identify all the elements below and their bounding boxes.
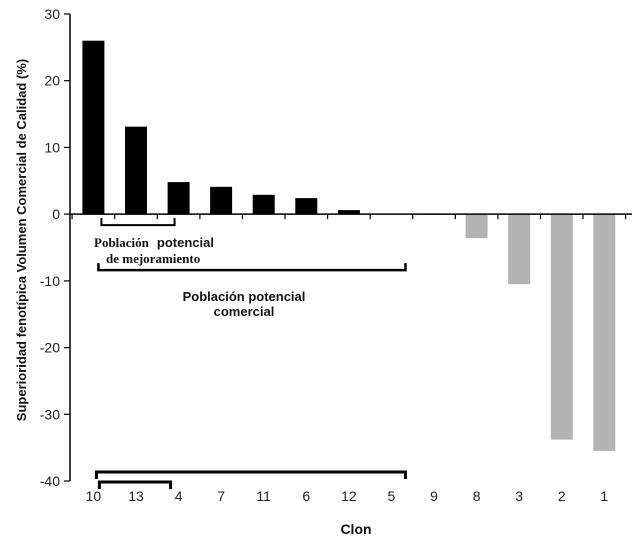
x-tick-label: 6 bbox=[302, 488, 310, 504]
x-tick-label: 13 bbox=[128, 488, 144, 504]
bar-clon-3 bbox=[508, 214, 531, 285]
x-tick-label: 1 bbox=[600, 488, 608, 504]
x-tick-label: 7 bbox=[217, 488, 225, 504]
y-tick-label: -10 bbox=[40, 273, 60, 289]
annotation-breeding-line1: Población potencial bbox=[94, 234, 214, 251]
y-tick-label: -20 bbox=[40, 340, 60, 356]
y-tick-label: 10 bbox=[44, 139, 60, 155]
x-tick-label: 2 bbox=[558, 488, 566, 504]
y-tick-label: 30 bbox=[44, 6, 60, 22]
bar-clon-8 bbox=[465, 214, 488, 239]
x-tick-label: 5 bbox=[388, 488, 396, 504]
bar-clon-10 bbox=[82, 40, 105, 215]
annotation-breeding-line2: de mejoramiento bbox=[106, 251, 200, 266]
x-tick-labels-group: 10 13 4 7 11 6 12 5 9 8 3 2 1 bbox=[86, 488, 609, 504]
y-axis-title: Superioridad fenotípica Volumen Comercia… bbox=[14, 59, 29, 421]
bracket-breeding-upper bbox=[100, 218, 176, 227]
annotation-commercial-line1: Población potencial bbox=[183, 289, 306, 304]
bar-clon-12 bbox=[337, 210, 360, 215]
bracket-breeding-lower bbox=[97, 480, 173, 489]
bar-clon-2 bbox=[550, 214, 573, 440]
y-tick-label: 20 bbox=[44, 73, 60, 89]
bar-clon-6 bbox=[295, 198, 318, 215]
y-tick-label: 0 bbox=[52, 206, 60, 222]
x-ticks-group bbox=[71, 214, 627, 220]
x-tick-label: 3 bbox=[515, 488, 523, 504]
x-tick-label: 12 bbox=[341, 488, 357, 504]
annotation-breeding-word2: potencial bbox=[157, 235, 214, 250]
bar-clon-13 bbox=[125, 126, 147, 215]
bracket-commercial-upper bbox=[97, 263, 407, 272]
x-tick-label: 9 bbox=[430, 488, 438, 504]
annotation-commercial-line2: comercial bbox=[214, 304, 275, 319]
bar-clon-1 bbox=[593, 214, 616, 451]
x-axis-title: Clon bbox=[340, 521, 371, 537]
x-tick-label: 10 bbox=[86, 488, 102, 504]
bar-clon-4 bbox=[167, 182, 190, 215]
x-tick-label: 11 bbox=[256, 488, 271, 504]
x-tick-label: 4 bbox=[175, 488, 183, 504]
annotation-breeding-word1: Población bbox=[94, 235, 150, 250]
y-tick-label: -30 bbox=[40, 406, 60, 422]
bars-group bbox=[82, 40, 616, 451]
y-tick-label: -40 bbox=[40, 473, 60, 489]
bracket-commercial-lower bbox=[94, 470, 407, 479]
brackets-group bbox=[94, 218, 407, 489]
y-ticks-group: 30 20 10 0 -10 -20 -30 -40 bbox=[40, 6, 70, 489]
bar-clon-7 bbox=[210, 186, 233, 215]
bar-clon-11 bbox=[252, 194, 275, 215]
x-tick-label: 8 bbox=[473, 488, 481, 504]
